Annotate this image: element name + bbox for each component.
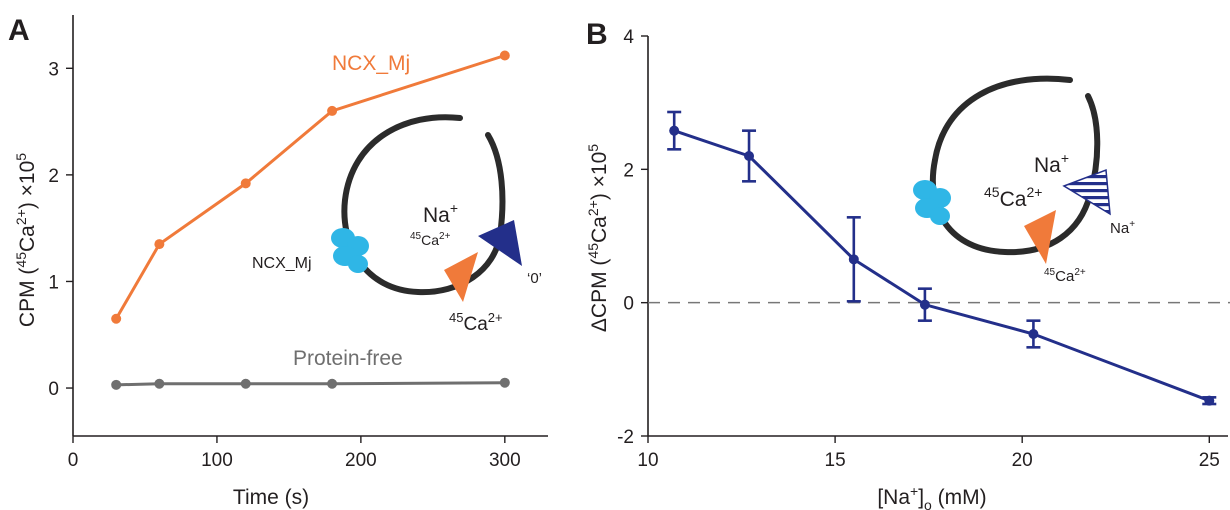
data-point — [1204, 395, 1215, 406]
data-point — [919, 299, 930, 310]
series-line-0 — [114, 54, 506, 320]
vesicle-membrane-a — [341, 114, 506, 296]
x-tick-label: 20 — [1012, 450, 1033, 471]
inset-b-ca-small-label: 45Ca2+ — [1044, 267, 1086, 285]
y-tick-label: 0 — [48, 379, 59, 400]
inset-b-ca-large-label: 45Ca2+ — [984, 184, 1042, 211]
na-arrow-icon — [478, 220, 522, 266]
inset-a-schematic: NCX_Mj Na+ 45Ca2+ ‘0’ 45Ca2+ — [252, 114, 542, 335]
inset-a-ca-small-label: 45Ca2+ — [410, 231, 451, 248]
series-line-1 — [116, 381, 505, 387]
series-label-protein-free: Protein-free — [293, 347, 403, 370]
data-point — [154, 378, 165, 389]
y-tick-label: 3 — [48, 59, 59, 80]
chart-a-ylabel: CPM (45Ca2+) ×105 — [13, 153, 39, 327]
inset-b-na-small-label: Na+ — [1110, 219, 1135, 237]
chart-a-axes: 0 100 200 300 0 1 2 3 — [48, 15, 548, 471]
inset-a-transporter-label: NCX_Mj — [252, 255, 312, 272]
chart-a: 0 100 200 300 0 1 2 3 NCX_Mj Protein-free NCX_M… — [13, 15, 548, 509]
chart-b-axes: 10 15 20 25 -2 0 2 4 — [617, 27, 1228, 471]
x-tick-label: 0 — [68, 450, 79, 471]
chart-b-series — [648, 110, 1230, 406]
data-point — [111, 313, 122, 324]
y-tick-label: 0 — [623, 294, 634, 315]
x-tick-label: 300 — [489, 450, 521, 471]
inset-a-na-label: Na+ — [423, 200, 458, 227]
y-tick-label: 4 — [623, 27, 634, 48]
y-tick-label: 2 — [48, 166, 59, 187]
y-tick-label: -2 — [617, 427, 634, 448]
panel-a-label: A — [8, 14, 30, 47]
ca-arrow-b-icon — [1024, 210, 1056, 264]
panel-b-label: B — [586, 18, 608, 51]
chart-a-xlabel: Time (s) — [233, 486, 309, 509]
na-hatched-arrow-icon — [1062, 168, 1111, 216]
inset-a-zero-label: ‘0’ — [527, 270, 542, 287]
ca-arrow-icon — [444, 252, 478, 302]
data-point — [327, 105, 338, 116]
transporter-icon-b — [913, 180, 951, 225]
data-point — [669, 125, 680, 136]
data-point — [240, 178, 251, 189]
x-tick-label: 100 — [201, 450, 233, 471]
x-tick-label: 10 — [637, 450, 658, 471]
data-point — [327, 378, 338, 389]
data-point — [154, 239, 165, 250]
data-point — [499, 377, 510, 388]
vesicle-membrane-b — [929, 75, 1101, 256]
inset-b-schematic: Na+ 45Ca2+ Na+ 45Ca2+ — [913, 75, 1135, 285]
series-label-ncx-mj: NCX_Mj — [332, 52, 410, 75]
y-tick-label: 1 — [48, 272, 59, 293]
ncx-transporter-icon — [331, 228, 369, 273]
x-tick-label: 25 — [1199, 450, 1220, 471]
data-point — [848, 254, 859, 265]
inset-b-na-large-label: Na+ — [1034, 150, 1069, 177]
data-point — [240, 378, 251, 389]
inset-a-ca-large-label: 45Ca2+ — [449, 310, 503, 335]
x-tick-label: 200 — [345, 450, 377, 471]
data-point — [744, 151, 755, 161]
y-tick-label: 2 — [623, 160, 634, 181]
series-line-0 — [673, 129, 1210, 403]
chart-a-series — [111, 50, 510, 390]
data-point — [499, 50, 510, 61]
data-point — [111, 379, 122, 390]
chart-b: 10 15 20 25 -2 0 2 4 Na+ 45Ca2+ Na+ 45Ca2+ [Na+… — [585, 27, 1230, 510]
chart-b-ylabel: ΔCPM (45Ca2+) ×105 — [585, 144, 611, 332]
data-point — [1028, 329, 1039, 339]
chart-b-xlabel: [Na+]o (mM) — [877, 483, 986, 510]
x-tick-label: 15 — [825, 450, 846, 471]
